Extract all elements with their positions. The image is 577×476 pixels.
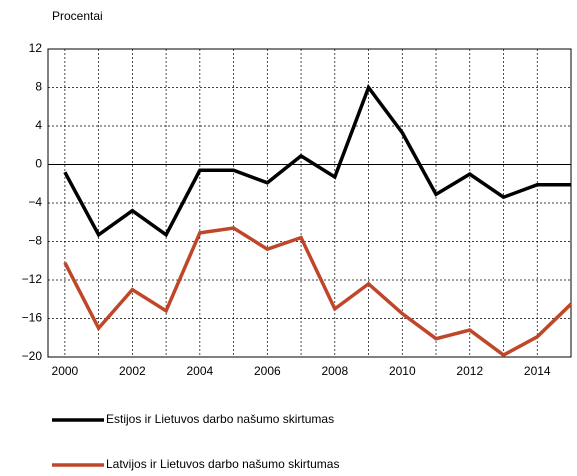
x-tick-label: 2000 [52,364,79,378]
x-tick-label: 2014 [524,364,551,378]
x-tick-label: 2012 [456,364,483,378]
x-tick-label: 2008 [321,364,348,378]
y-tick-label: 0 [35,157,42,171]
x-tick-label: 2002 [119,364,146,378]
y-tick-label: −20 [22,349,43,363]
y-axis-label: Procentai [52,9,103,23]
plot-frame [47,48,572,358]
series-line [63,226,573,358]
series-line [63,83,571,238]
x-tick-label: 2010 [389,364,416,378]
y-tick-label: −16 [22,311,43,325]
y-tick-label: −4 [28,195,42,209]
x-tick-label: 2004 [186,364,213,378]
legend-label: Estijos ir Lietuvos darbo našumo skirtum… [106,412,334,426]
y-tick-label: −8 [28,234,42,248]
y-tick-label: 12 [29,41,43,55]
y-tick-label: 8 [35,80,42,94]
x-tick-label: 2006 [254,364,281,378]
y-tick-label: −12 [22,272,43,286]
legend-label: Latvijos ir Lietuvos darbo našumo skirtu… [106,457,339,471]
y-tick-label: 4 [35,118,42,132]
